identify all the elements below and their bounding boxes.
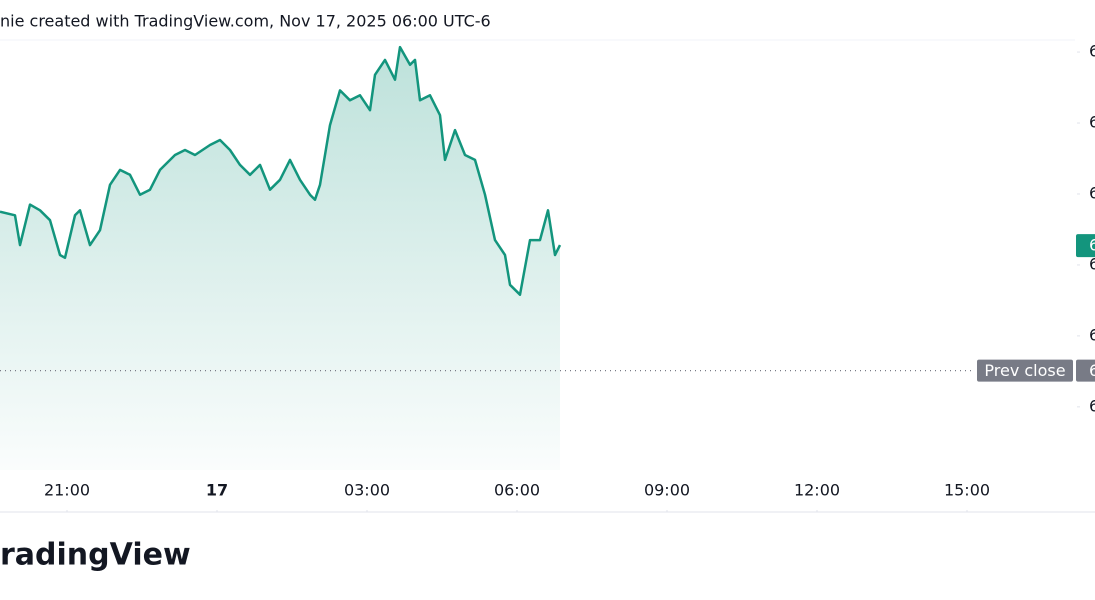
x-tick-label: 15:00 (944, 481, 990, 500)
x-tick-label: 06:00 (494, 481, 540, 500)
last-price-badge (1076, 234, 1095, 258)
last-price-label: 6 (1089, 236, 1095, 255)
area-fill (0, 47, 560, 470)
y-tick-label: 6 (1089, 183, 1095, 202)
prev-close-badge (977, 359, 1073, 382)
y-tick-label: 6 (1089, 396, 1095, 415)
x-tick-label: 21:00 (44, 481, 90, 500)
x-tick-label: 03:00 (344, 481, 390, 500)
logo: radingView (0, 538, 191, 573)
prev-close-price-badge (1076, 359, 1095, 382)
header-title: nie created with TradingView.com, Nov 17… (0, 12, 491, 31)
y-tick-label: 6 (1089, 42, 1095, 61)
y-tick-label: 6 (1089, 254, 1095, 273)
x-tick-label: 09:00 (644, 481, 690, 500)
prev-close-price: 6 (1089, 361, 1095, 380)
x-tick-label: 17 (206, 481, 228, 500)
y-tick-label: 6 (1089, 113, 1095, 132)
x-tick-label: 12:00 (794, 481, 840, 500)
price-line (0, 45, 562, 296)
prev-close-name: Prev close (984, 361, 1065, 380)
y-tick-label: 6 (1089, 325, 1095, 344)
